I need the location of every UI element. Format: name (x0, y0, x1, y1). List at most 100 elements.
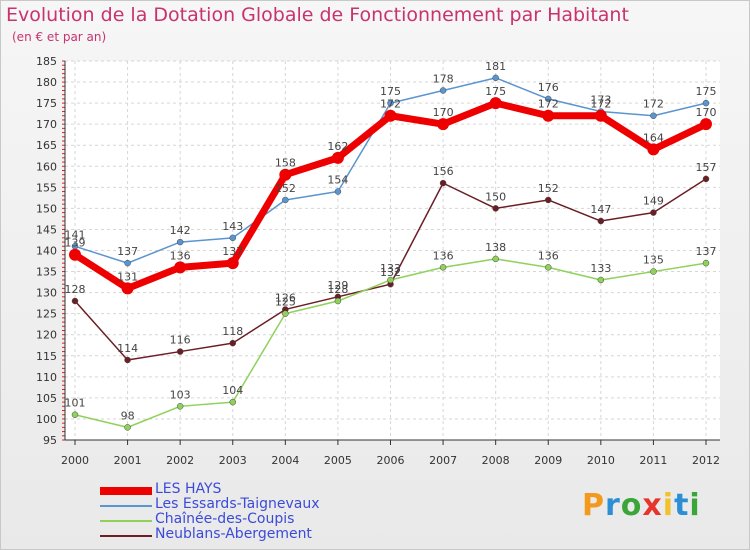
series-point (229, 234, 236, 242)
series-point (282, 310, 289, 317)
y-tick-label: 125 (36, 308, 57, 321)
data-label: 172 (380, 98, 401, 111)
series-point (439, 179, 447, 187)
series-point (492, 255, 499, 263)
data-label: 128 (65, 283, 86, 296)
logo-letter: i (662, 488, 675, 523)
y-tick-label: 120 (36, 329, 57, 342)
data-label: 176 (538, 81, 559, 94)
data-label: 128 (327, 283, 348, 296)
data-label: 137 (696, 245, 717, 258)
data-label: 136 (170, 249, 191, 262)
x-tick-label: 2008 (482, 454, 510, 467)
y-tick-label: 185 (36, 55, 57, 68)
x-tick-label: 2010 (587, 454, 615, 467)
series-point (174, 261, 187, 274)
y-tick-label: 175 (36, 97, 57, 110)
legend-swatch (100, 535, 152, 537)
data-label: 136 (433, 249, 454, 262)
data-label: 141 (65, 228, 86, 241)
series-point (702, 99, 710, 107)
data-label: 138 (485, 241, 506, 254)
series-point (439, 87, 447, 94)
series-point (69, 248, 81, 261)
legend-label: Les Essards-Taignevaux (155, 496, 320, 512)
data-label: 152 (538, 182, 559, 195)
series-point (489, 97, 502, 110)
series-point (650, 268, 657, 275)
x-tick-label: 2003 (219, 454, 247, 467)
series-point (702, 175, 710, 183)
data-label: 101 (65, 397, 86, 410)
proxiti-logo: Proxiti (582, 488, 701, 523)
data-label: 170 (433, 106, 454, 119)
x-tick-label: 2000 (61, 454, 89, 467)
data-label: 98 (121, 409, 135, 422)
legend-swatch (100, 505, 152, 507)
y-tick-label: 100 (36, 413, 57, 426)
y-tick-label: 130 (36, 287, 57, 300)
legend-swatch (100, 520, 152, 522)
data-label: 150 (485, 190, 506, 203)
data-label: 133 (590, 262, 611, 275)
series-point (597, 276, 605, 284)
x-tick-label: 2002 (166, 454, 194, 467)
data-label: 181 (485, 60, 506, 73)
data-label: 175 (696, 85, 717, 98)
series-point (387, 99, 394, 107)
y-tick-label: 105 (36, 392, 57, 405)
series-point (331, 151, 344, 164)
series-point (121, 282, 134, 295)
data-label: 173 (590, 94, 611, 107)
series-point (124, 424, 131, 431)
data-label: 152 (275, 182, 296, 195)
series-point (700, 118, 712, 131)
series-point (176, 403, 184, 410)
series-point (387, 276, 394, 284)
y-tick-label: 110 (36, 371, 57, 384)
data-labels-layer: 128 114 116 118 126 129 132 156 150 152 147 149 157 1… (65, 60, 717, 423)
series-point (597, 217, 605, 225)
data-label: 156 (433, 165, 454, 178)
y-tick-label: 155 (36, 181, 57, 194)
series-point (71, 411, 79, 418)
y-tick-label: 140 (36, 245, 57, 258)
series-point (71, 297, 79, 305)
data-label: 136 (538, 249, 559, 262)
x-tick-label: 2012 (692, 454, 720, 467)
logo-letter: t (674, 488, 690, 523)
x-tick-label: 2007 (429, 454, 457, 467)
data-label: 129 (327, 279, 348, 292)
series-point (229, 339, 236, 347)
y-tick-label: 160 (36, 160, 57, 173)
data-label: 139 (65, 237, 86, 250)
data-label: 143 (222, 220, 243, 233)
chart-title: Evolution de la Dotation Globale de Fonc… (6, 4, 629, 26)
data-label: 162 (327, 140, 348, 153)
series-point (650, 112, 657, 119)
series-point (124, 356, 131, 364)
data-label: 103 (170, 388, 191, 401)
data-label: 172 (643, 98, 664, 111)
data-label: 133 (380, 262, 401, 275)
data-label: 132 (380, 266, 401, 279)
legend-swatch (100, 487, 152, 495)
logo-letter: P (582, 488, 605, 523)
y-tick-label: 165 (36, 139, 57, 152)
y-tick-label: 115 (36, 350, 57, 363)
series-point (650, 209, 657, 216)
series-point (282, 196, 289, 204)
data-label: 175 (380, 85, 401, 98)
logo-letter: r (605, 488, 621, 523)
data-label: 175 (485, 85, 506, 98)
y-tick-label: 135 (36, 266, 57, 279)
y-tick-label: 95 (43, 434, 57, 447)
data-label: 135 (643, 254, 664, 267)
x-tick-label: 2004 (271, 454, 299, 467)
x-tick-label: 2001 (114, 454, 142, 467)
data-label: 149 (643, 195, 664, 208)
logo-letter: x (642, 488, 663, 523)
logo-letter: i (689, 488, 701, 523)
series-point (492, 74, 499, 82)
